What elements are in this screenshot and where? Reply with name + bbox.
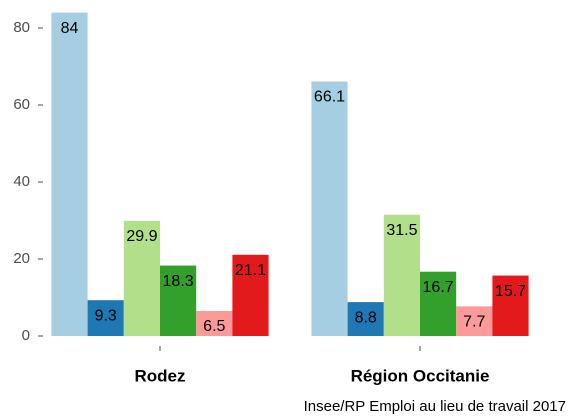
y-tick-label: 20 [13, 250, 30, 267]
bar [311, 81, 348, 336]
value-label: 84 [61, 20, 79, 37]
bar [420, 271, 457, 336]
value-label: 8.8 [355, 309, 377, 326]
bar [456, 306, 493, 336]
value-label: 16.7 [423, 279, 454, 296]
value-label: 7.7 [463, 314, 485, 331]
y-tick-label: 0 [22, 327, 30, 344]
y-tick-label: 80 [13, 19, 30, 36]
value-label: 18.3 [163, 273, 194, 290]
value-label: 31.5 [386, 222, 417, 239]
bar [383, 214, 420, 336]
value-label: 9.3 [95, 307, 117, 324]
bar [160, 265, 197, 336]
value-label: 6.5 [203, 318, 225, 335]
value-label: 15.7 [495, 283, 526, 300]
bar [123, 220, 160, 336]
bar [232, 254, 269, 336]
bar [492, 275, 529, 336]
y-tick-label: 60 [13, 96, 30, 113]
value-label: 66.1 [314, 89, 345, 106]
bar [196, 310, 233, 336]
bar [347, 302, 384, 336]
y-tick-label: 40 [13, 173, 30, 190]
bar [87, 300, 124, 336]
x-tick-label: Rodez [135, 366, 186, 385]
value-label: 29.9 [126, 228, 157, 245]
caption: Insee/RP Emploi au lieu de travail 2017 [304, 398, 566, 415]
value-label: 21.1 [235, 262, 266, 279]
bar [51, 12, 88, 336]
x-tick-label: Région Occitanie [351, 366, 490, 385]
